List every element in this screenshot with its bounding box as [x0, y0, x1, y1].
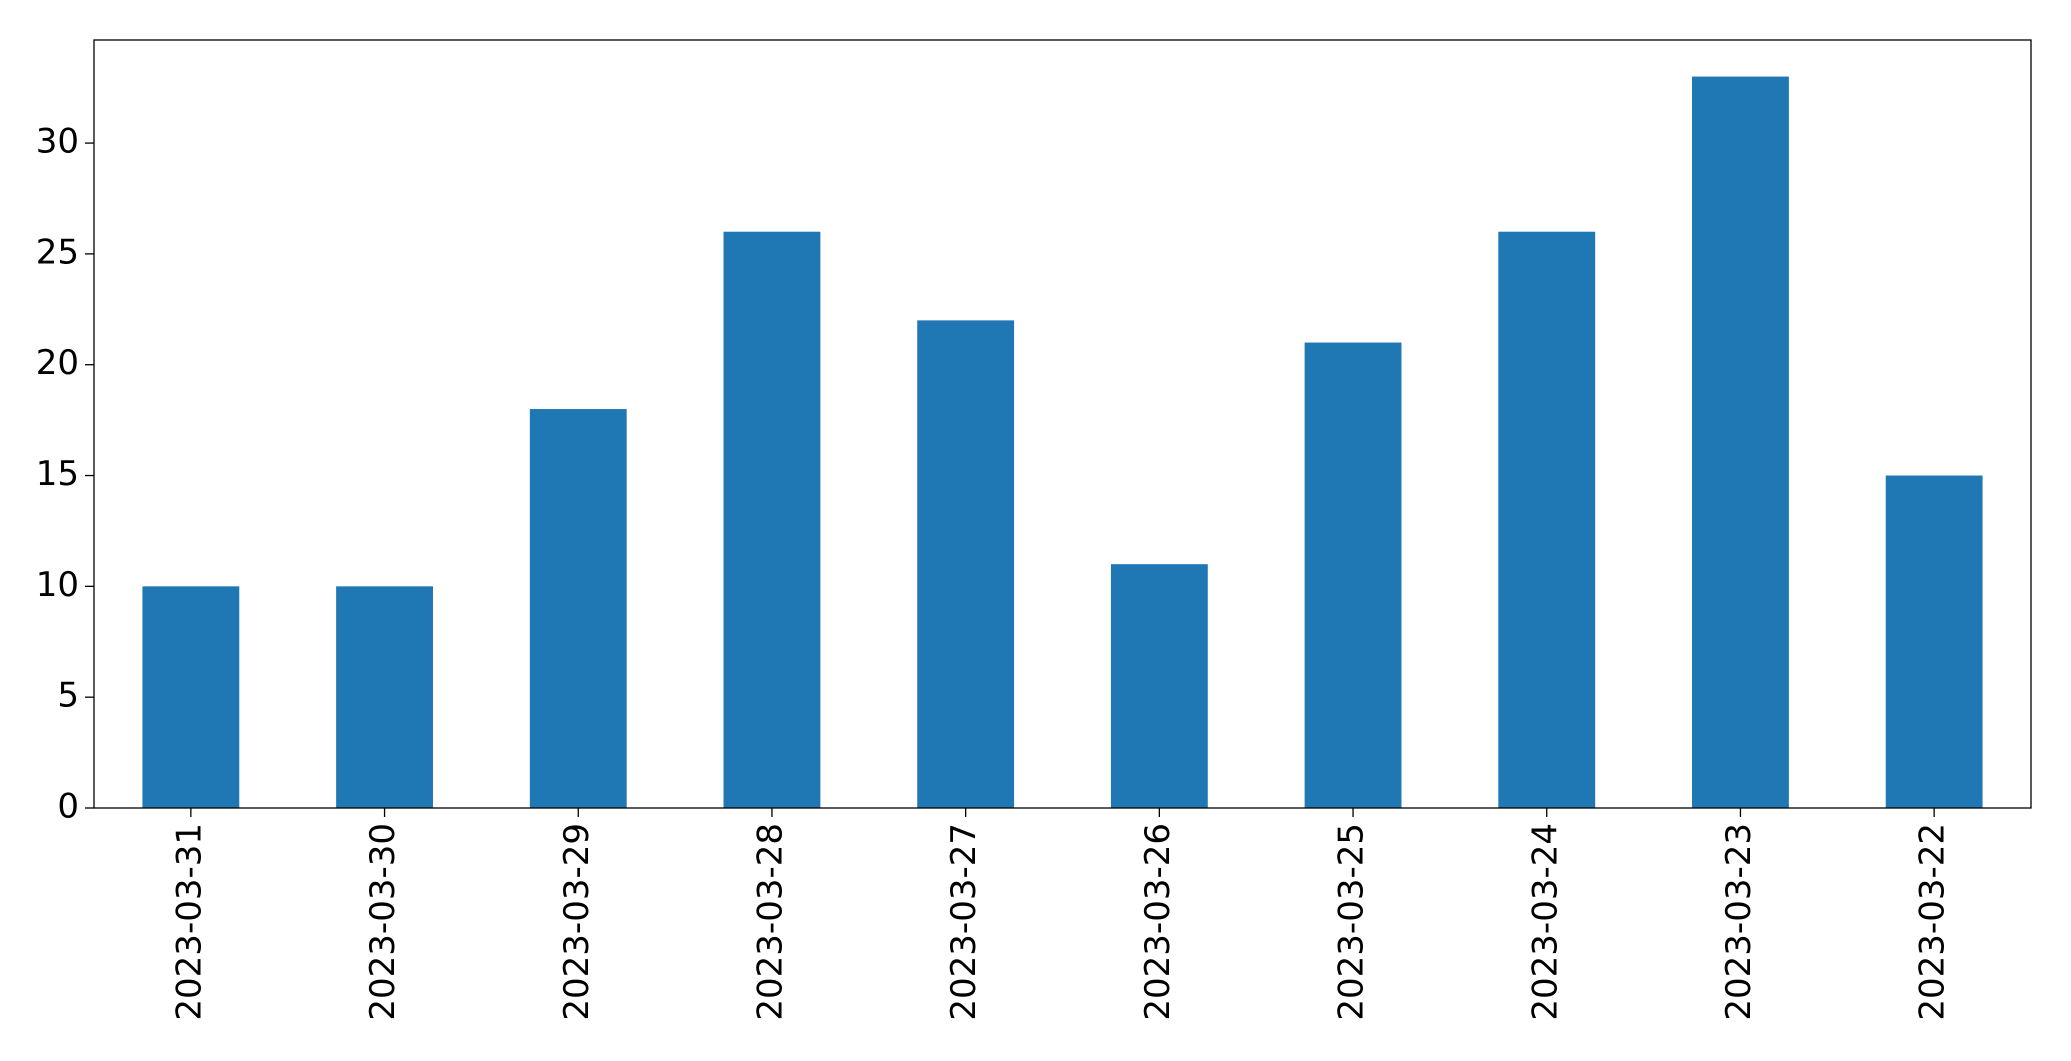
- bar: [142, 586, 240, 808]
- bar: [1110, 564, 1208, 808]
- bar: [723, 231, 821, 808]
- bar: [336, 586, 433, 808]
- bar: [529, 409, 627, 808]
- x-tick-label: 2023-03-26: [1138, 823, 1178, 1021]
- x-tick-label: 2023-03-23: [1719, 823, 1759, 1021]
- y-tick-label: 10: [36, 565, 79, 605]
- x-tick-label: 2023-03-30: [363, 823, 403, 1021]
- bar: [917, 320, 1015, 808]
- x-tick-label: 2023-03-25: [1332, 823, 1372, 1021]
- y-tick-label: 20: [36, 343, 79, 383]
- y-tick-label: 15: [36, 454, 79, 494]
- x-tick-label: 2023-03-27: [944, 823, 984, 1021]
- bar: [1498, 231, 1596, 808]
- y-tick-label: 30: [36, 122, 79, 162]
- y-tick-label: 25: [36, 232, 79, 272]
- plot-frame: [93, 39, 2032, 809]
- x-tick-label: 2023-03-28: [750, 823, 790, 1021]
- y-tick-label: 5: [57, 676, 79, 716]
- x-tick-label: 2023-03-29: [557, 823, 597, 1021]
- x-tick-label: 2023-03-22: [1913, 823, 1953, 1021]
- x-tick-label: 2023-03-31: [169, 823, 209, 1021]
- bar: [1304, 342, 1402, 808]
- x-tick-label: 2023-03-24: [1525, 823, 1565, 1021]
- y-tick-label: 0: [57, 787, 79, 827]
- bar: [1692, 76, 1789, 809]
- bar: [1885, 475, 1983, 808]
